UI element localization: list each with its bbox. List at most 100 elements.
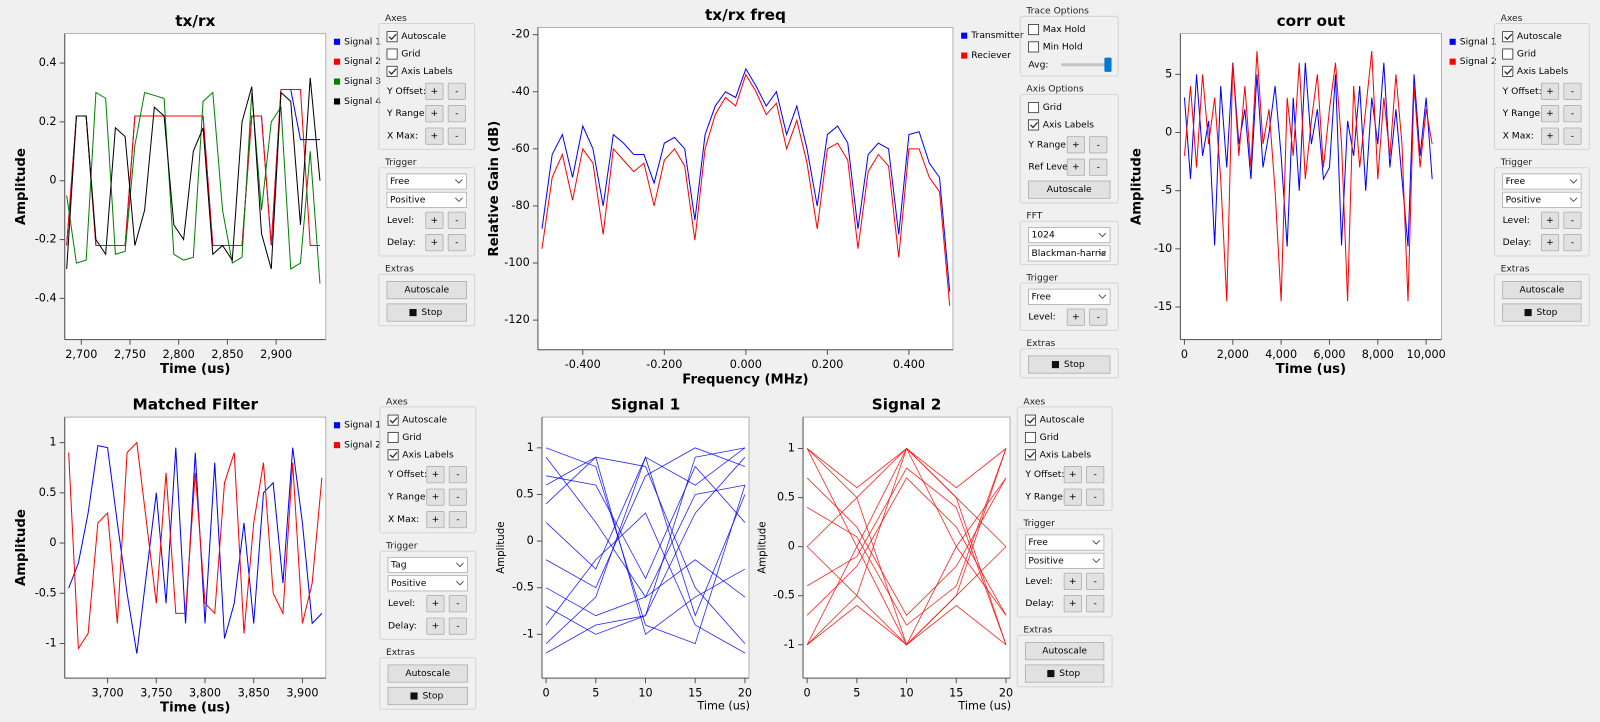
push-button[interactable] [387, 686, 468, 706]
dropdown[interactable] [1028, 245, 1111, 262]
step-button[interactable] [1563, 234, 1582, 252]
step-button[interactable] [425, 211, 444, 229]
step-button-label: - [1571, 131, 1574, 142]
push-button[interactable] [1502, 281, 1582, 300]
checkbox[interactable] [386, 65, 398, 77]
dropdown[interactable] [1028, 288, 1111, 305]
step-button[interactable] [1086, 466, 1105, 484]
legend-swatch [333, 442, 341, 449]
push-button[interactable] [1028, 180, 1111, 199]
dropdown[interactable] [1024, 534, 1105, 551]
step-button[interactable] [447, 127, 466, 145]
step-button[interactable] [1066, 158, 1085, 176]
step-button[interactable] [448, 466, 467, 484]
step-button[interactable] [447, 82, 466, 100]
step-button[interactable] [1540, 234, 1560, 252]
push-button[interactable] [1024, 664, 1105, 683]
checkbox[interactable] [387, 414, 399, 426]
checkbox[interactable] [1024, 431, 1036, 443]
step-button[interactable] [448, 595, 467, 613]
step-button[interactable] [1089, 136, 1108, 154]
push-button[interactable] [1028, 355, 1111, 374]
slider-handle[interactable] [1104, 57, 1112, 72]
checkbox[interactable] [387, 431, 399, 443]
checkbox[interactable] [1028, 119, 1040, 131]
dropdown[interactable] [1502, 173, 1582, 190]
step-button[interactable] [425, 105, 444, 123]
checkbox[interactable] [1028, 102, 1040, 114]
step-button[interactable] [1540, 127, 1560, 145]
checkbox[interactable] [1028, 41, 1040, 53]
step-button[interactable] [1089, 308, 1108, 326]
step-button[interactable] [1066, 308, 1085, 326]
step-button[interactable] [1540, 82, 1560, 100]
step-button[interactable] [426, 595, 445, 613]
chart-title: corr out [1277, 12, 1346, 30]
step-button[interactable] [1563, 127, 1582, 145]
step-button[interactable] [1540, 105, 1560, 123]
step-button[interactable] [1063, 595, 1082, 613]
step-button-label: + [1546, 86, 1554, 97]
step-button[interactable] [448, 488, 467, 506]
push-button[interactable] [1024, 642, 1105, 661]
step-button[interactable] [1086, 488, 1105, 506]
step-button[interactable] [447, 211, 466, 229]
step-button[interactable] [425, 234, 444, 252]
checkbox[interactable] [1502, 65, 1514, 77]
step-button[interactable] [426, 466, 445, 484]
dropdown[interactable] [1502, 191, 1582, 208]
step-button[interactable] [1540, 211, 1560, 229]
step-button[interactable] [448, 617, 467, 635]
step-button-label: - [1094, 469, 1097, 480]
step-button-label: + [431, 237, 439, 248]
step-button-label: - [456, 469, 459, 480]
step-button-label: + [1546, 131, 1554, 142]
step-button[interactable] [1086, 595, 1105, 613]
step-button[interactable] [1089, 158, 1108, 176]
checkbox[interactable] [386, 48, 398, 60]
checkbox[interactable] [1502, 31, 1514, 43]
step-button[interactable] [1063, 488, 1082, 506]
step-button[interactable] [1563, 211, 1582, 229]
push-button[interactable] [387, 664, 468, 683]
checkbox[interactable] [1024, 414, 1036, 426]
step-button[interactable] [447, 234, 466, 252]
step-button[interactable] [1563, 82, 1582, 100]
step-button[interactable] [1086, 572, 1105, 590]
group-title: Axes [386, 396, 408, 407]
step-button[interactable] [426, 488, 445, 506]
step-button[interactable] [447, 105, 466, 123]
push-button[interactable] [1502, 303, 1582, 322]
chart-title: tx/rx freq [705, 6, 786, 24]
step-button[interactable] [426, 617, 445, 635]
dropdown[interactable] [1028, 227, 1111, 244]
step-button[interactable] [425, 127, 444, 145]
step-button[interactable] [426, 511, 445, 529]
checkbox[interactable] [1024, 449, 1036, 461]
dropdown[interactable] [1024, 552, 1105, 569]
signal-line [541, 73, 951, 306]
row-label: Y Range: [387, 492, 429, 503]
step-button[interactable] [1066, 136, 1085, 154]
x-tick-label: 6,000 [1313, 348, 1345, 361]
y-axis-label: Amplitude [14, 148, 29, 225]
checkbox[interactable] [386, 31, 398, 43]
dropdown[interactable] [386, 173, 467, 190]
checkbox[interactable] [387, 449, 399, 461]
y-tick-label: 1 [49, 436, 56, 449]
step-button[interactable] [448, 511, 467, 529]
group-title: Trigger [1022, 518, 1055, 529]
checkbox[interactable] [1502, 48, 1514, 60]
step-button[interactable] [425, 82, 444, 100]
step-button[interactable] [1063, 572, 1082, 590]
step-button[interactable] [1063, 466, 1082, 484]
step-button[interactable] [1563, 105, 1582, 123]
push-button[interactable] [386, 281, 467, 300]
dropdown[interactable] [387, 575, 468, 592]
checkbox[interactable] [1028, 24, 1040, 36]
plot-area [64, 33, 327, 340]
push-button[interactable] [386, 303, 467, 322]
x-tick-label: 2,900 [260, 348, 292, 361]
dropdown[interactable] [386, 191, 467, 208]
dropdown[interactable] [387, 556, 468, 574]
